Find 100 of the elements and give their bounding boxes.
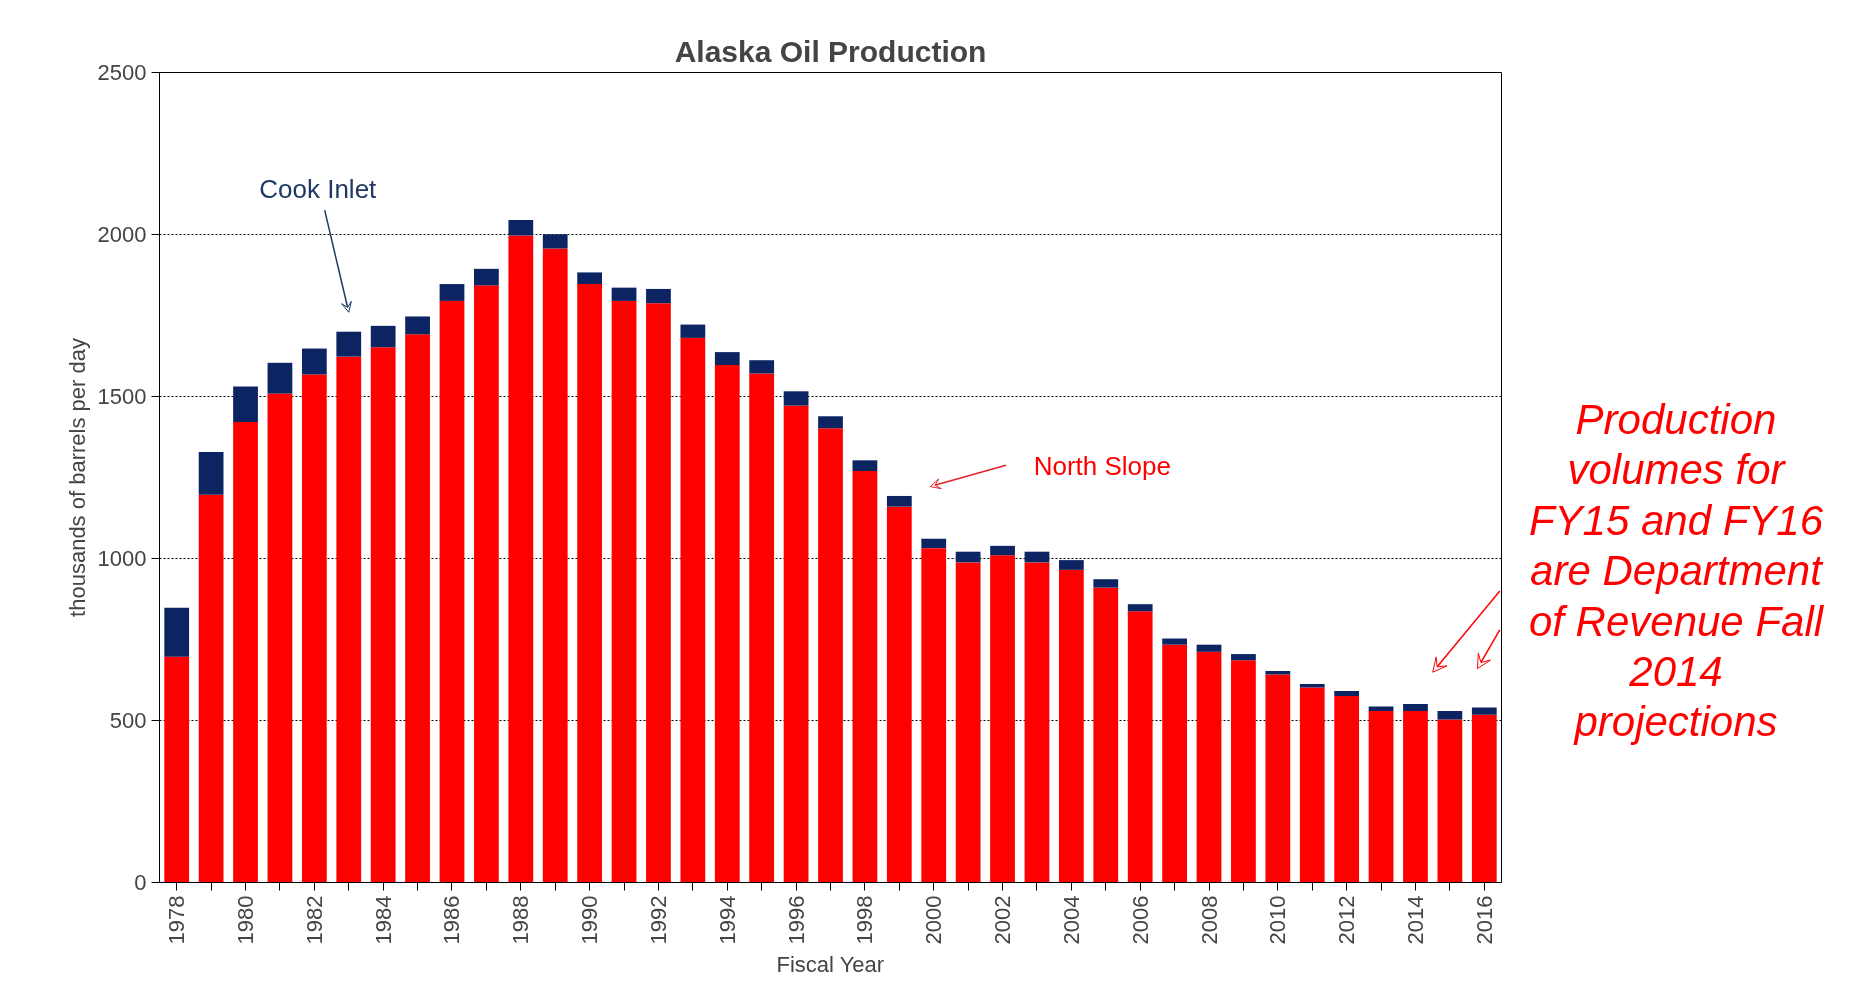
x-tick-label: 1994	[714, 895, 740, 945]
bar	[577, 284, 603, 883]
bar	[1334, 691, 1360, 696]
bar	[198, 494, 224, 883]
x-tick-label: 2006	[1127, 895, 1153, 945]
bar	[1368, 711, 1394, 883]
bar	[921, 538, 947, 549]
x-tick-label: 1986	[439, 895, 465, 945]
bar	[990, 555, 1015, 883]
x-tick-label: 2008	[1196, 895, 1222, 945]
bar	[1403, 711, 1428, 883]
bar	[714, 352, 740, 366]
bar	[749, 360, 775, 374]
bar	[611, 287, 637, 301]
bar	[1093, 587, 1119, 883]
bar	[749, 373, 775, 883]
bar	[542, 234, 568, 249]
bar	[1024, 562, 1050, 883]
x-tick-label: 1982	[301, 895, 327, 945]
bar	[783, 405, 809, 883]
bar	[818, 428, 843, 883]
bar	[921, 548, 947, 883]
bar	[1231, 654, 1256, 661]
bar	[1024, 551, 1050, 563]
bar	[1196, 651, 1222, 883]
bar	[1058, 560, 1084, 570]
x-tick-label: 1992	[645, 895, 671, 945]
bar	[577, 272, 603, 285]
bar	[542, 248, 568, 883]
bar	[370, 325, 396, 348]
x-axis-title: Fiscal Year	[776, 952, 885, 978]
x-tick-label: 1978	[164, 895, 190, 945]
bar	[1093, 579, 1119, 588]
y-axis-title: thousands of barrels per day	[64, 338, 90, 617]
x-tick-label: 1996	[783, 895, 809, 945]
bar	[852, 460, 878, 472]
text: Cook Inlet	[259, 174, 378, 205]
bar	[267, 362, 293, 394]
bar	[233, 386, 258, 423]
bar	[336, 331, 362, 357]
bar	[1162, 644, 1187, 883]
bar	[818, 416, 843, 429]
bar	[370, 347, 396, 883]
bar	[646, 303, 671, 883]
x-tick-label: 2002	[990, 895, 1016, 945]
bar	[714, 365, 740, 883]
text: Production volumes for FY15 and FY16 are Department of Revenue Fall 2014 projections	[1527, 395, 1825, 748]
x-tick-label: 2012	[1334, 895, 1360, 945]
bar	[405, 334, 430, 883]
bar	[164, 656, 190, 883]
bar	[1231, 660, 1256, 883]
x-tick-label: 1980	[233, 895, 259, 945]
bar	[886, 495, 912, 507]
y-tick-label: 2500	[97, 60, 147, 85]
bar	[508, 219, 534, 236]
x-tick-label: 2010	[1265, 895, 1291, 945]
bar	[1437, 719, 1463, 883]
y-tick-label: 0	[134, 870, 147, 895]
bar	[1162, 638, 1187, 645]
bar	[474, 285, 499, 883]
bar	[680, 324, 706, 338]
bar	[439, 284, 465, 301]
bar	[474, 268, 499, 286]
bar	[439, 300, 465, 883]
x-tick-label: 1988	[508, 895, 534, 945]
bar	[198, 451, 224, 495]
bar	[783, 391, 809, 406]
y-tick-label: 2000	[97, 222, 147, 247]
x-tick-label: 1984	[370, 895, 396, 945]
bar	[1471, 714, 1497, 883]
x-tick-label: 2016	[1471, 895, 1497, 945]
bar	[1334, 695, 1360, 883]
x-tick-label: 1990	[577, 895, 603, 945]
bar	[1127, 611, 1153, 883]
y-tick-label: 1500	[97, 384, 147, 409]
bar	[852, 471, 878, 883]
y-tick-label: 500	[109, 708, 147, 733]
bar	[886, 506, 912, 883]
bar	[646, 288, 671, 304]
bar	[955, 562, 981, 883]
bar	[336, 356, 362, 883]
bar	[1196, 644, 1222, 652]
bar	[1471, 707, 1497, 715]
bar	[680, 337, 706, 883]
bar	[1403, 703, 1428, 712]
bar	[1265, 674, 1291, 883]
bar	[405, 316, 430, 335]
chart-title: Alaska Oil Production	[674, 34, 987, 68]
bar	[267, 393, 293, 883]
bar	[1058, 569, 1084, 883]
x-tick-label: 2014	[1402, 895, 1428, 945]
y-tick-label: 1000	[97, 546, 147, 571]
bar	[1127, 604, 1153, 612]
bar	[301, 348, 327, 375]
bar	[233, 422, 258, 883]
bar	[990, 545, 1015, 556]
bar	[611, 300, 637, 883]
x-tick-label: 2004	[1058, 895, 1084, 945]
bar	[955, 551, 981, 563]
bar	[301, 374, 327, 883]
